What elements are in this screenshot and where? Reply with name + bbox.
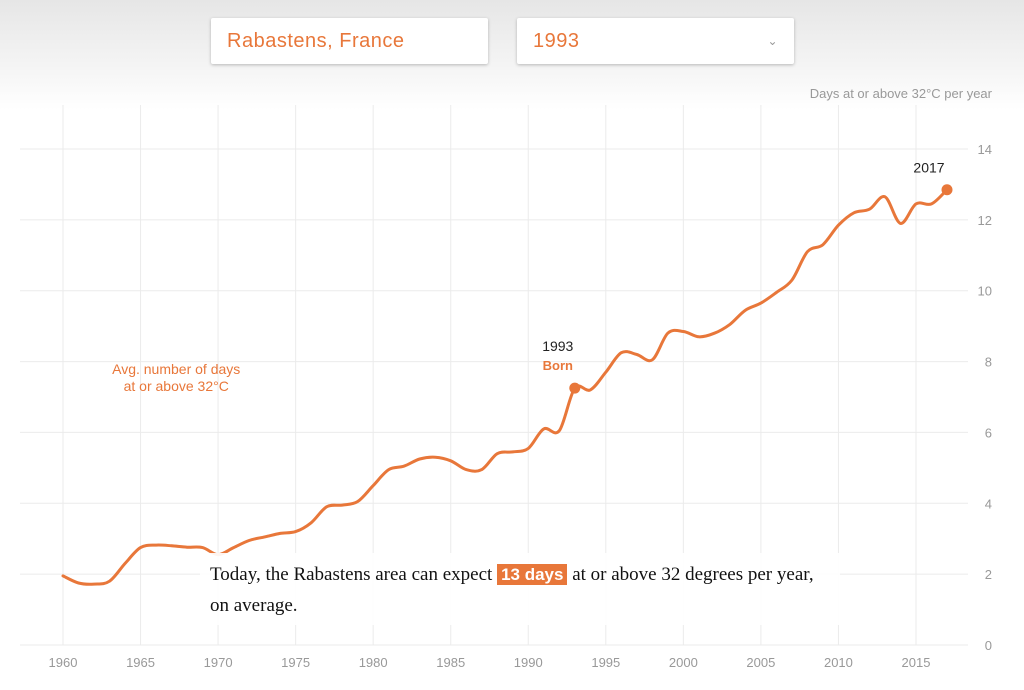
x-tick-label: 1995 [591,655,620,670]
series-label-line1: Avg. number of days [112,361,240,377]
y-axis: 0 2 4 6 8 10 12 14 [978,142,992,653]
y-tick-label: 10 [978,284,992,299]
year-value: 1993 [533,29,580,52]
end-year-label: 2017 [913,160,944,176]
end-point [941,184,953,196]
location-search-input[interactable]: Rabastens, France [211,18,488,64]
x-tick-label: 1980 [359,655,388,670]
x-axis: 1960 1965 1970 1975 1980 1985 1990 1995 2000 2005… [49,655,931,670]
x-tick-label: 2005 [746,655,775,670]
y-axis-title: Days at or above 32°C per year [809,86,992,101]
x-tick-label: 1965 [126,655,155,670]
x-tick-label: 1960 [49,655,78,670]
x-tick-label: 1975 [281,655,310,670]
days-highlight-badge: 13 days [497,564,568,585]
series-label-line2: at or above 32°C [124,378,229,394]
callout-text-before: Today, the Rabastens area can expect [210,564,498,585]
born-label: Born [543,358,573,373]
y-tick-label: 0 [985,638,992,653]
series-line [61,188,949,586]
x-tick-label: 1990 [514,655,543,670]
x-tick-label: 2010 [824,655,853,670]
y-tick-label: 14 [978,142,992,157]
born-year-label: 1993 [542,338,573,354]
callout-text-after: at or above 32 degrees per year, on aver… [210,564,814,616]
x-tick-label: 1985 [436,655,465,670]
birth-year-select[interactable]: 1993 ⌄ [517,18,794,64]
y-tick-label: 12 [978,213,992,228]
grid [20,105,968,646]
y-tick-label: 6 [985,425,992,440]
x-tick-label: 2015 [902,655,931,670]
location-value: Rabastens, France [227,29,405,52]
y-tick-label: 8 [985,355,992,370]
y-tick-label: 4 [985,496,992,511]
chevron-down-icon: ⌄ [767,34,778,48]
x-tick-label: 1970 [204,655,233,670]
summary-callout: Today, the Rabastens area can expect 13 … [200,553,840,625]
x-tick-label: 2000 [669,655,698,670]
y-tick-label: 2 [985,567,992,582]
header-band [0,0,1024,110]
born-point [569,382,581,394]
